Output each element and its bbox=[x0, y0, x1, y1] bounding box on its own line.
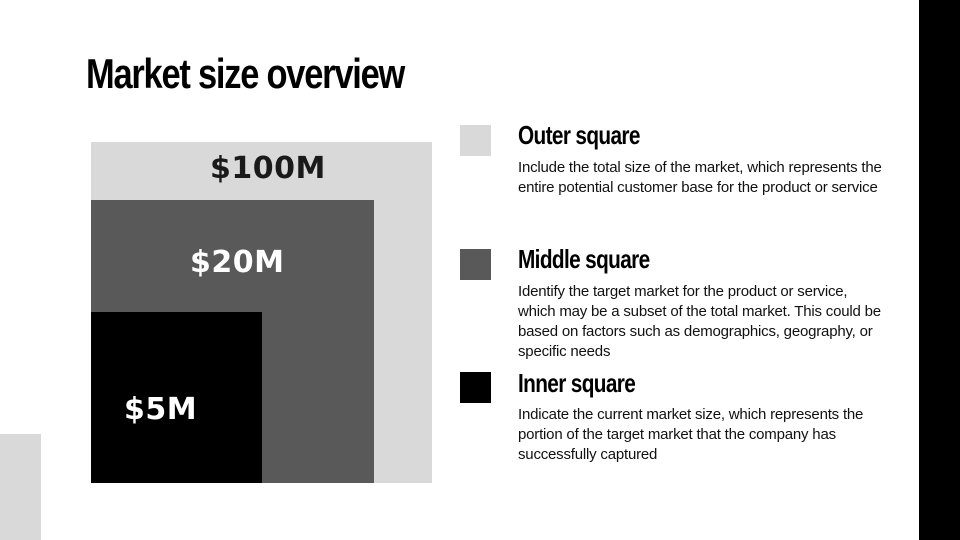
inner-square bbox=[91, 312, 262, 483]
outer-square-description: Include the total size of the market, wh… bbox=[518, 159, 882, 196]
middle-square-value: $20M bbox=[190, 245, 285, 280]
inner-square-value: $5M bbox=[124, 392, 198, 427]
outer-square-swatch bbox=[460, 125, 491, 156]
slide-title: Market size overview bbox=[86, 50, 405, 97]
outer-square-value: $100M bbox=[210, 151, 326, 186]
middle-square-title: Middle square bbox=[518, 244, 650, 274]
decorative-corner-block bbox=[0, 434, 41, 540]
middle-square-swatch bbox=[460, 249, 491, 280]
inner-square-swatch bbox=[460, 372, 491, 403]
outer-square-title: Outer square bbox=[518, 120, 640, 150]
inner-square-title: Inner square bbox=[518, 368, 636, 398]
middle-square-description: Identify the target market for the produ… bbox=[518, 283, 881, 360]
decorative-right-bar bbox=[919, 0, 960, 540]
inner-square-description: Indicate the current market size, which … bbox=[518, 406, 864, 463]
